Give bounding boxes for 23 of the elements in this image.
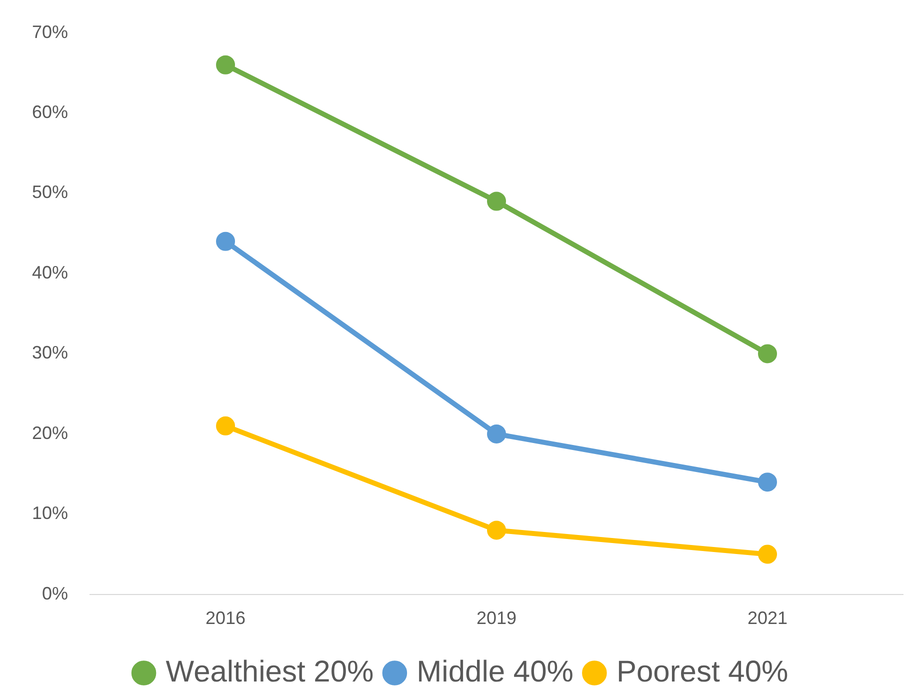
- x-tick-label: 2016: [206, 608, 246, 628]
- legend-label: Wealthiest 20%: [166, 655, 374, 688]
- point: [487, 424, 506, 444]
- legend-label: Poorest 40%: [616, 655, 788, 688]
- legend-label: Middle 40%: [416, 655, 574, 688]
- point: [487, 520, 506, 540]
- y-tick-label: 70%: [32, 22, 68, 42]
- y-tick-label: 0%: [42, 583, 68, 604]
- point: [758, 544, 778, 564]
- point: [216, 55, 236, 74]
- point: [216, 416, 236, 436]
- point: [487, 192, 506, 211]
- point: [758, 472, 778, 492]
- y-tick-label: 30%: [32, 342, 68, 363]
- y-tick-label: 50%: [32, 182, 68, 202]
- point: [216, 232, 236, 251]
- x-tick-label: 2021: [747, 608, 788, 628]
- y-tick-label: 10%: [32, 503, 68, 524]
- y-tick-label: 40%: [32, 262, 68, 282]
- y-tick-label: 20%: [32, 422, 68, 443]
- y-tick-label: 60%: [32, 102, 68, 122]
- point: [758, 344, 778, 364]
- x-tick-label: 2019: [476, 608, 517, 628]
